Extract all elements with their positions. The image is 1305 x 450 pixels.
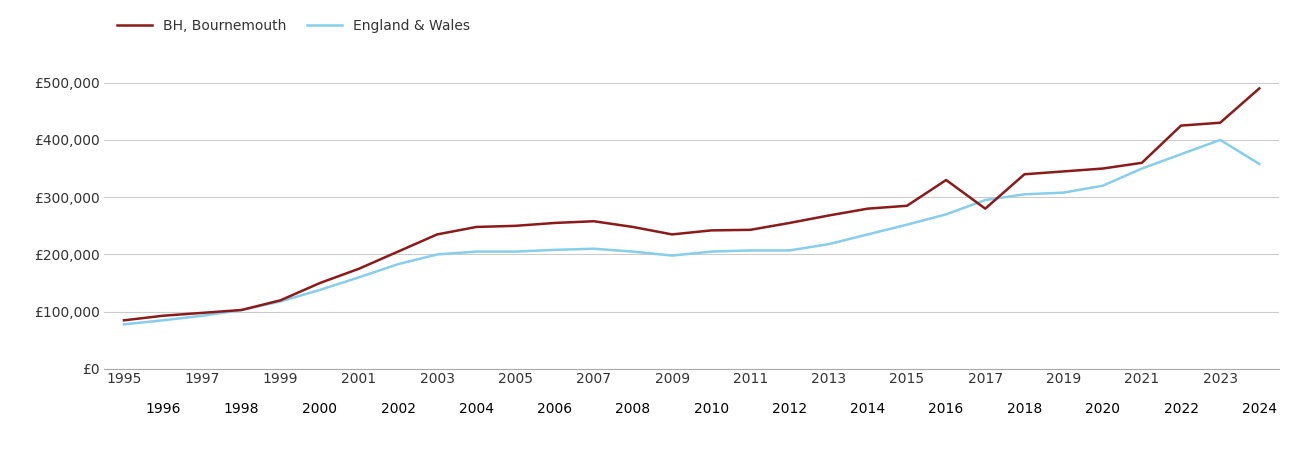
England & Wales: [1095, 183, 1111, 189]
England & Wales: [1056, 190, 1071, 195]
England & Wales: [1251, 161, 1267, 166]
BH, Bournemouth: [938, 177, 954, 183]
BH, Bournemouth: [821, 213, 837, 218]
England & Wales: [782, 248, 797, 253]
BH, Bournemouth: [625, 224, 641, 230]
BH, Bournemouth: [1056, 169, 1071, 174]
England & Wales: [547, 247, 562, 252]
England & Wales: [508, 249, 523, 254]
BH, Bournemouth: [1017, 171, 1032, 177]
England & Wales: [273, 299, 288, 304]
England & Wales: [743, 248, 758, 253]
England & Wales: [351, 274, 367, 280]
BH, Bournemouth: [782, 220, 797, 225]
England & Wales: [1017, 192, 1032, 197]
BH, Bournemouth: [155, 313, 171, 319]
BH, Bournemouth: [1134, 160, 1150, 166]
BH, Bournemouth: [468, 224, 484, 230]
BH, Bournemouth: [1173, 123, 1189, 128]
England & Wales: [586, 246, 602, 252]
England & Wales: [938, 212, 954, 217]
BH, Bournemouth: [899, 203, 915, 208]
BH, Bournemouth: [194, 310, 210, 315]
BH, Bournemouth: [586, 219, 602, 224]
Line: England & Wales: England & Wales: [124, 140, 1259, 324]
BH, Bournemouth: [116, 318, 132, 323]
England & Wales: [155, 318, 171, 323]
BH, Bournemouth: [1251, 86, 1267, 91]
BH, Bournemouth: [1212, 120, 1228, 126]
England & Wales: [703, 249, 719, 254]
BH, Bournemouth: [860, 206, 876, 211]
BH, Bournemouth: [312, 280, 328, 286]
BH, Bournemouth: [743, 227, 758, 233]
England & Wales: [1212, 137, 1228, 143]
BH, Bournemouth: [508, 223, 523, 229]
England & Wales: [234, 307, 249, 313]
BH, Bournemouth: [703, 228, 719, 233]
BH, Bournemouth: [429, 232, 445, 237]
England & Wales: [664, 253, 680, 258]
England & Wales: [899, 222, 915, 227]
Legend: BH, Bournemouth, England & Wales: BH, Bournemouth, England & Wales: [111, 14, 475, 39]
England & Wales: [194, 313, 210, 319]
BH, Bournemouth: [390, 249, 406, 254]
BH, Bournemouth: [664, 232, 680, 237]
England & Wales: [821, 242, 837, 247]
BH, Bournemouth: [234, 307, 249, 313]
Line: BH, Bournemouth: BH, Bournemouth: [124, 88, 1259, 320]
England & Wales: [860, 232, 876, 237]
BH, Bournemouth: [1095, 166, 1111, 171]
England & Wales: [977, 198, 993, 203]
England & Wales: [312, 287, 328, 292]
England & Wales: [116, 322, 132, 327]
BH, Bournemouth: [273, 297, 288, 303]
BH, Bournemouth: [977, 206, 993, 211]
England & Wales: [625, 249, 641, 254]
England & Wales: [1173, 152, 1189, 157]
England & Wales: [1134, 166, 1150, 171]
England & Wales: [390, 261, 406, 267]
England & Wales: [429, 252, 445, 257]
BH, Bournemouth: [351, 266, 367, 271]
BH, Bournemouth: [547, 220, 562, 225]
England & Wales: [468, 249, 484, 254]
